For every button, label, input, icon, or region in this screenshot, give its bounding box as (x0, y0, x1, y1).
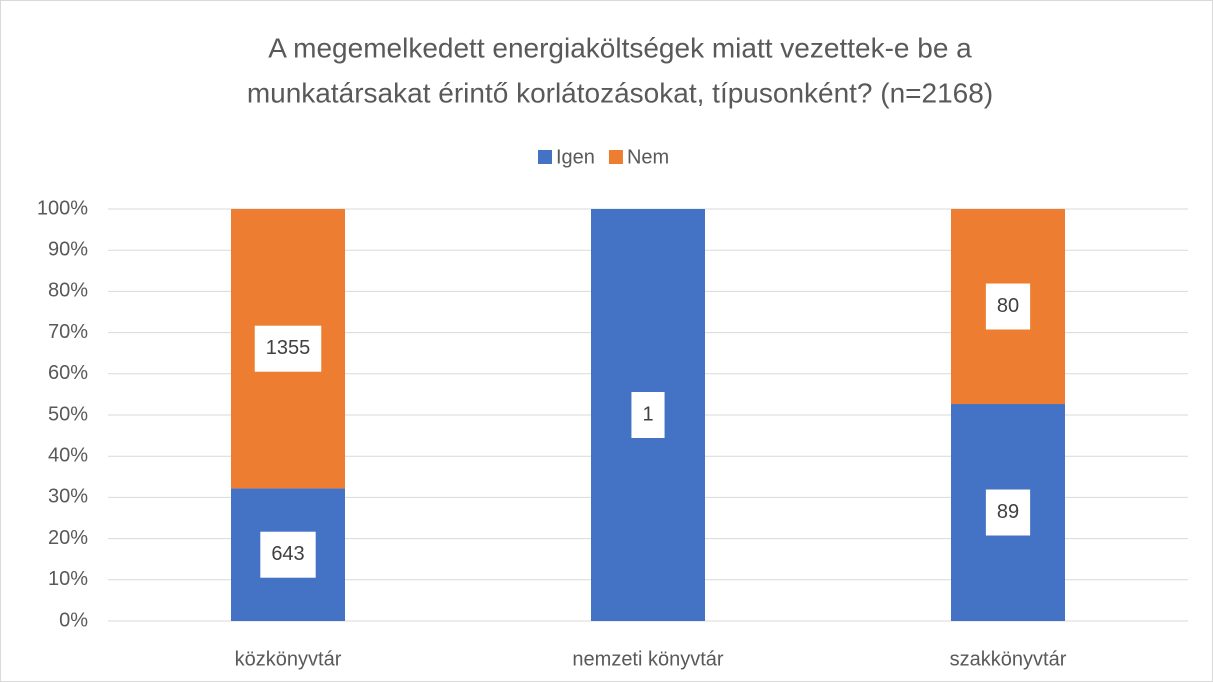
data-label: 1 (642, 403, 653, 425)
data-label-box (985, 283, 1031, 330)
y-tick-label: 10% (48, 568, 88, 590)
legend-swatch (608, 150, 623, 164)
data-label: 89 (997, 501, 1019, 523)
legend-label: Igen (556, 146, 595, 168)
y-tick-label: 80% (48, 280, 88, 302)
y-tick-label: 100% (37, 197, 88, 219)
chart-title: munkatársakat érintő korlátozásokat, típ… (247, 77, 993, 108)
x-tick-label: közkönyvtár (235, 648, 342, 670)
y-tick-label: 50% (48, 403, 88, 425)
y-tick-label: 90% (48, 238, 88, 260)
chart-title: A megemelkedett energiaköltségek miatt v… (268, 32, 972, 63)
y-tick-label: 40% (48, 444, 88, 466)
data-label: 80 (997, 295, 1019, 317)
legend-swatch (538, 150, 552, 164)
data-label-box (254, 325, 322, 372)
data-label: 643 (271, 543, 304, 565)
data-label-box (631, 392, 665, 438)
x-tick-label: szakkönyvtár (950, 648, 1067, 670)
y-tick-label: 0% (59, 609, 88, 631)
y-tick-label: 70% (48, 321, 88, 343)
data-label-box (260, 531, 316, 578)
data-label-box (985, 489, 1031, 536)
data-label: 1355 (266, 337, 311, 359)
x-tick-label: nemzeti könyvtár (572, 648, 724, 670)
y-tick-label: 30% (48, 486, 88, 508)
legend-label: Nem (627, 146, 669, 168)
y-tick-label: 20% (48, 527, 88, 549)
y-tick-label: 60% (48, 362, 88, 384)
